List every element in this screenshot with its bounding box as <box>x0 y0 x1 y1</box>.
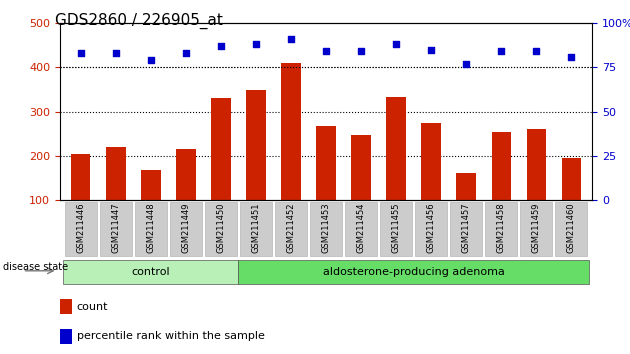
Bar <box>421 122 441 244</box>
Text: GSM211454: GSM211454 <box>357 203 365 253</box>
Text: GSM211452: GSM211452 <box>287 203 295 253</box>
Bar <box>457 173 476 244</box>
Text: GSM211447: GSM211447 <box>112 203 120 253</box>
Point <box>286 36 296 42</box>
Point <box>426 47 436 52</box>
Text: GSM211457: GSM211457 <box>462 203 471 253</box>
Point <box>181 50 191 56</box>
Text: aldosterone-producing adenoma: aldosterone-producing adenoma <box>323 267 505 277</box>
Bar <box>176 149 195 244</box>
Point <box>496 48 506 54</box>
Bar <box>60 298 72 314</box>
Point <box>111 50 121 56</box>
Text: GSM211448: GSM211448 <box>146 203 156 253</box>
Point <box>321 48 331 54</box>
Bar <box>141 170 161 244</box>
FancyBboxPatch shape <box>381 202 412 256</box>
Point <box>76 50 86 56</box>
Bar <box>60 329 72 344</box>
Text: percentile rank within the sample: percentile rank within the sample <box>77 331 265 342</box>
Point <box>356 48 366 54</box>
FancyBboxPatch shape <box>205 202 237 256</box>
FancyBboxPatch shape <box>135 202 167 256</box>
Point <box>216 43 226 49</box>
FancyBboxPatch shape <box>450 202 482 256</box>
Text: GSM211460: GSM211460 <box>567 203 576 253</box>
FancyBboxPatch shape <box>64 260 239 284</box>
FancyBboxPatch shape <box>415 202 447 256</box>
Text: GSM211450: GSM211450 <box>217 203 226 253</box>
Bar <box>386 97 406 244</box>
Bar <box>71 154 91 244</box>
FancyBboxPatch shape <box>239 260 588 284</box>
Text: control: control <box>132 267 170 277</box>
Bar <box>316 126 336 244</box>
Point <box>461 61 471 67</box>
Text: GSM211446: GSM211446 <box>76 203 85 253</box>
FancyBboxPatch shape <box>170 202 202 256</box>
Point <box>566 54 576 59</box>
FancyBboxPatch shape <box>345 202 377 256</box>
Bar <box>527 129 546 244</box>
FancyBboxPatch shape <box>520 202 552 256</box>
Bar <box>282 63 301 244</box>
FancyBboxPatch shape <box>100 202 132 256</box>
Text: GSM211451: GSM211451 <box>251 203 260 253</box>
FancyBboxPatch shape <box>310 202 342 256</box>
Bar <box>106 147 125 244</box>
Text: GSM211453: GSM211453 <box>321 203 331 253</box>
Text: GSM211455: GSM211455 <box>392 203 401 253</box>
Point <box>146 57 156 63</box>
Text: GSM211456: GSM211456 <box>427 203 435 253</box>
Text: GSM211458: GSM211458 <box>496 203 506 253</box>
Bar <box>352 135 370 244</box>
Bar <box>246 90 266 244</box>
Bar <box>561 158 581 244</box>
Point <box>251 41 261 47</box>
Text: GSM211449: GSM211449 <box>181 203 190 253</box>
FancyBboxPatch shape <box>556 202 587 256</box>
Bar <box>211 98 231 244</box>
Bar <box>491 132 511 244</box>
Text: count: count <box>77 302 108 312</box>
FancyBboxPatch shape <box>65 202 96 256</box>
FancyBboxPatch shape <box>275 202 307 256</box>
Text: GDS2860 / 226905_at: GDS2860 / 226905_at <box>55 12 222 29</box>
FancyBboxPatch shape <box>485 202 517 256</box>
FancyBboxPatch shape <box>240 202 272 256</box>
Text: GSM211459: GSM211459 <box>532 203 541 253</box>
Point <box>531 48 541 54</box>
Point <box>391 41 401 47</box>
Text: disease state: disease state <box>3 262 68 272</box>
